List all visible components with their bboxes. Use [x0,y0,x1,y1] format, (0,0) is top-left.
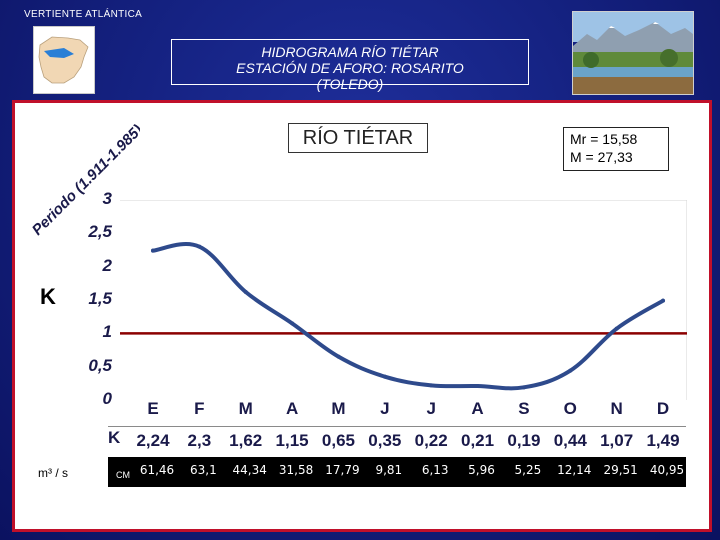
period-label: Periodo (1.911-1.985) [29,121,140,238]
monthly-flow-value: 29,51 [603,463,638,477]
x-tick-label: J [426,399,436,418]
monthly-flow-value: 31,58 [278,463,314,477]
x-tick-label: M [238,399,253,418]
data-point [290,321,295,326]
y-tick-label: 2,5 [88,222,112,242]
data-point [151,248,155,253]
title-line-2: ESTACIÓN DE AFORO: ROSARITO [236,60,464,76]
k-value-label: 2,24 [136,431,170,450]
k-value-label: 0,65 [321,431,355,450]
x-tick-label: S [518,399,530,418]
stat-m: M = 27,33 [570,149,633,165]
k-value-label: 0,35 [368,431,402,450]
x-tick-label: E [147,399,159,418]
x-tick-label: D [656,399,670,418]
monthly-flow-value: 61,46 [139,463,175,477]
monthly-flow-bar [108,457,686,487]
k-value-label: 1,15 [275,431,309,450]
x-tick-label: M [331,399,346,418]
data-point [661,298,665,303]
monthly-flow-value: 63,1 [190,463,217,477]
k-value-label: 0,44 [553,431,587,450]
k-value-label: 2,3 [187,431,212,450]
chart-title: RÍO TIÉTAR [288,123,428,153]
y-tick-label: 1 [102,322,112,342]
monthly-flow-value: 5,25 [514,463,542,477]
y-axis-label: K [40,284,56,309]
stat-mr: Mr = 15,58 [570,131,638,147]
k-value-label: 0,19 [507,431,541,450]
x-tick-label: J [380,399,390,418]
k-value-label: 0,22 [414,431,448,450]
data-point [614,326,619,331]
data-point [382,374,387,379]
region-label: VERTIENTE ATLÁNTICA [24,9,143,20]
x-tick-label: F [194,399,205,418]
y-tick-label: 1,5 [88,289,112,308]
k-value-label: 1,07 [600,431,634,450]
river-landscape-photo [572,11,694,95]
series-line [151,242,665,391]
monthly-flow-value: 6,13 [421,463,449,477]
x-tick-label: O [563,399,577,418]
monthly-flow-value: 9,81 [375,463,403,477]
title-line-3: (TOLEDO) [316,76,384,92]
flow-unit-label: m³ / s [38,466,68,480]
hydrograph-title-box: HIDROGRAMA RÍO TIÉTAR ESTACIÓN DE AFORO:… [171,39,529,92]
y-tick-label: 0,5 [88,355,112,375]
data-point [197,244,202,249]
k-value-label: 0,21 [460,431,495,450]
monthly-flow-value: 40,95 [649,463,685,477]
data-point [521,385,526,390]
iberia-map-image [33,26,95,94]
cm-label: CM [116,470,130,480]
x-tick-label: A [471,399,484,418]
x-tick-label: N [610,399,623,418]
y-tick-label: 0 [102,389,112,408]
k-value-label: 1,49 [646,431,680,450]
monthly-flow-value: 5,96 [468,463,495,477]
k-value-label: 1,62 [229,431,263,450]
title-line-1: HIDROGRAMA RÍO TIÉTAR [261,44,439,60]
data-point [336,354,341,359]
hydrograph-plot [120,200,687,400]
data-point [475,384,480,388]
k-row-label: K [108,428,121,447]
y-tick-label: 2 [102,255,112,275]
data-point [243,290,248,294]
plot-border [120,200,687,400]
monthly-flow-value: 17,79 [325,463,360,477]
stats-box: Mr = 15,58 M = 27,33 [563,127,669,171]
x-tick-label: A [285,399,299,418]
monthly-flow-value: 44,34 [232,463,267,477]
monthly-flow-value: 12,14 [557,463,592,477]
data-point [568,368,573,373]
data-point [429,383,434,388]
k-values-row [108,426,686,457]
y-tick-label: 3 [102,189,112,208]
